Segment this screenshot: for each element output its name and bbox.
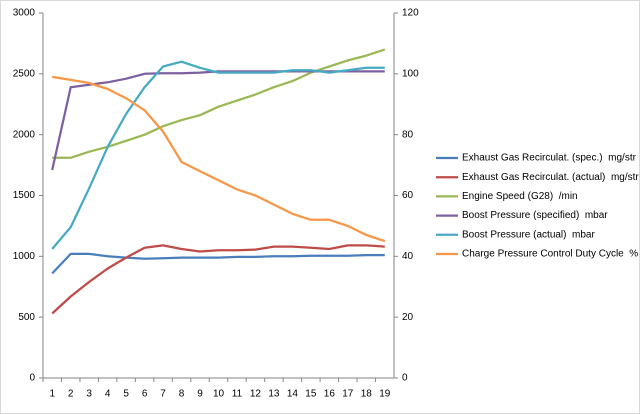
x-tick-label: 15 xyxy=(305,389,317,400)
y2-tick-label: 60 xyxy=(402,190,414,201)
legend-label: Exhaust Gas Recirculat. (spec.) mg/str xyxy=(462,153,637,164)
legend-label: Exhaust Gas Recirculat. (actual) mg/str xyxy=(462,172,639,183)
x-tick-label: 16 xyxy=(324,389,336,400)
legend-label: Boost Pressure (specified) mbar xyxy=(462,210,608,221)
x-tick-label: 13 xyxy=(268,389,280,400)
x-tick-label: 3 xyxy=(86,389,92,400)
x-tick-label: 7 xyxy=(160,389,166,400)
x-tick-label: 2 xyxy=(68,389,74,400)
series-line xyxy=(51,60,385,250)
y2-tick-label: 0 xyxy=(402,373,408,384)
y-tick-label: 0 xyxy=(29,373,35,384)
x-tick-label: 11 xyxy=(232,389,243,400)
y-tick-label: 2500 xyxy=(13,68,36,79)
x-tick-label: 18 xyxy=(361,389,373,400)
y2-tick-label: 100 xyxy=(402,68,419,79)
x-tick-label: 10 xyxy=(213,389,225,400)
x-tick-label: 1 xyxy=(49,389,55,400)
legend-label: Engine Speed (G28) /min xyxy=(462,191,578,202)
y2-tick-label: 120 xyxy=(402,8,419,19)
y-tick-label: 1000 xyxy=(13,251,36,262)
y2-tick-label: 20 xyxy=(402,312,414,323)
x-tick-label: 14 xyxy=(287,389,299,400)
series-line xyxy=(52,75,386,243)
y-tick-label: 500 xyxy=(18,312,35,323)
y2-tick-label: 80 xyxy=(402,129,414,140)
x-tick-label: 17 xyxy=(342,389,354,400)
legend-label: Charge Pressure Control Duty Cycle % xyxy=(462,249,638,260)
x-tick-label: 19 xyxy=(379,389,391,400)
y-tick-label: 3000 xyxy=(13,8,36,19)
y2-tick-label: 40 xyxy=(402,251,414,262)
x-tick-label: 12 xyxy=(250,389,262,400)
y-tick-label: 1500 xyxy=(13,190,36,201)
series-line xyxy=(51,252,385,275)
x-tick-label: 4 xyxy=(105,389,111,400)
x-tick-label: 8 xyxy=(179,389,185,400)
series-line xyxy=(51,244,385,315)
x-tick-label: 9 xyxy=(197,389,203,400)
y-tick-label: 2000 xyxy=(13,129,36,140)
x-tick-label: 5 xyxy=(123,389,129,400)
x-tick-label: 6 xyxy=(142,389,148,400)
legend-label: Boost Pressure (actual) mbar xyxy=(462,229,595,240)
series-line xyxy=(51,70,385,171)
